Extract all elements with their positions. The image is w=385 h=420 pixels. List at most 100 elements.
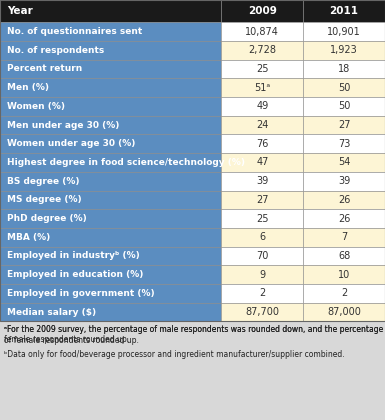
Bar (221, 228, 303, 247)
Text: 87,000: 87,000 (327, 307, 361, 317)
Text: 9: 9 (259, 270, 265, 280)
Text: Men under age 30 (%): Men under age 30 (%) (7, 121, 119, 129)
Bar (0, 153, 221, 172)
Bar (0, 78, 221, 97)
Bar (303, 153, 385, 172)
Text: 73: 73 (338, 139, 350, 149)
Text: 76: 76 (256, 139, 268, 149)
Text: Median salary ($): Median salary ($) (7, 307, 96, 317)
Text: 47: 47 (256, 158, 268, 168)
Text: 7: 7 (341, 232, 347, 242)
Bar (221, 60, 303, 78)
Bar (221, 22, 303, 41)
Bar (303, 247, 385, 265)
Text: 50: 50 (338, 101, 350, 111)
Text: 6: 6 (259, 232, 265, 242)
Text: Employed in industryᵇ (%): Employed in industryᵇ (%) (7, 252, 140, 260)
Text: Employed in government (%): Employed in government (%) (7, 289, 155, 298)
Bar (221, 134, 303, 153)
Text: 87,700: 87,700 (245, 307, 279, 317)
Bar (221, 247, 303, 265)
Text: BS degree (%): BS degree (%) (7, 177, 79, 186)
Text: 54: 54 (338, 158, 350, 168)
Bar (0, 41, 221, 60)
Text: ᵇData only for food/beverage processor and ingredient manufacturer/supplier comb: ᵇData only for food/beverage processor a… (4, 350, 345, 359)
Bar (221, 172, 303, 191)
Bar (303, 172, 385, 191)
Bar (303, 78, 385, 97)
Bar (0, 22, 221, 41)
Text: 68: 68 (338, 251, 350, 261)
Bar (221, 97, 303, 116)
Text: Highest degree in food science/technology (%): Highest degree in food science/technolog… (7, 158, 245, 167)
Text: 10,874: 10,874 (245, 26, 279, 37)
Text: Men (%): Men (%) (7, 83, 49, 92)
Text: 10: 10 (338, 270, 350, 280)
Bar (221, 303, 303, 321)
Text: 27: 27 (256, 195, 268, 205)
Text: Women under age 30 (%): Women under age 30 (%) (7, 139, 136, 148)
Text: 51ᵃ: 51ᵃ (254, 83, 270, 93)
Text: No. of respondents: No. of respondents (7, 46, 104, 55)
Bar (303, 22, 385, 41)
Bar (303, 303, 385, 321)
Bar (303, 41, 385, 60)
Bar (303, 209, 385, 228)
Bar (221, 265, 303, 284)
Text: 2: 2 (259, 289, 265, 298)
Bar (303, 284, 385, 303)
Bar (303, 60, 385, 78)
Bar (0, 97, 221, 116)
Text: 2,728: 2,728 (248, 45, 276, 55)
Text: MS degree (%): MS degree (%) (7, 195, 82, 205)
Bar (221, 78, 303, 97)
Text: No. of questionnaires sent: No. of questionnaires sent (7, 27, 142, 36)
Text: 24: 24 (256, 120, 268, 130)
Text: 2: 2 (341, 289, 347, 298)
Bar (303, 191, 385, 209)
Text: 25: 25 (256, 64, 268, 74)
Bar (221, 284, 303, 303)
Bar (0, 191, 221, 209)
Text: ᵃFor the 2009 survey, the percentage of male respondents was rounded down, and t: ᵃFor the 2009 survey, the percentage of … (4, 326, 383, 345)
Text: 1,923: 1,923 (330, 45, 358, 55)
Text: PhD degree (%): PhD degree (%) (7, 214, 87, 223)
Bar (0, 116, 221, 134)
Bar (0, 134, 221, 153)
Bar (0, 228, 221, 247)
Bar (0, 172, 221, 191)
Text: MBA (%): MBA (%) (7, 233, 50, 242)
Bar (221, 153, 303, 172)
Text: 50: 50 (338, 83, 350, 93)
Text: 10,901: 10,901 (327, 26, 361, 37)
Text: 49: 49 (256, 101, 268, 111)
Text: 70: 70 (256, 251, 268, 261)
Bar (303, 97, 385, 116)
Bar (0, 60, 221, 78)
Text: Percent return: Percent return (7, 64, 82, 74)
Bar (221, 116, 303, 134)
Text: 26: 26 (338, 213, 350, 223)
Text: Women (%): Women (%) (7, 102, 65, 111)
Bar (0, 247, 221, 265)
Bar (0, 265, 221, 284)
Text: 2009: 2009 (248, 6, 277, 16)
Text: Year: Year (7, 6, 33, 16)
Text: 26: 26 (338, 195, 350, 205)
Bar (0, 284, 221, 303)
Bar (303, 116, 385, 134)
Bar (0, 321, 385, 420)
Bar (0, 209, 221, 228)
Bar (303, 134, 385, 153)
Text: 39: 39 (256, 176, 268, 186)
Text: Employed in education (%): Employed in education (%) (7, 270, 143, 279)
Text: female respondents rounded up.: female respondents rounded up. (4, 335, 129, 344)
Text: ᵃFor the 2009 survey, the percentage of male respondents was rounded down, and t: ᵃFor the 2009 survey, the percentage of … (4, 326, 385, 334)
Text: 2011: 2011 (330, 6, 358, 16)
Bar (221, 191, 303, 209)
Bar (303, 265, 385, 284)
Bar (303, 0, 385, 22)
Text: 39: 39 (338, 176, 350, 186)
Bar (0, 303, 221, 321)
Text: 18: 18 (338, 64, 350, 74)
